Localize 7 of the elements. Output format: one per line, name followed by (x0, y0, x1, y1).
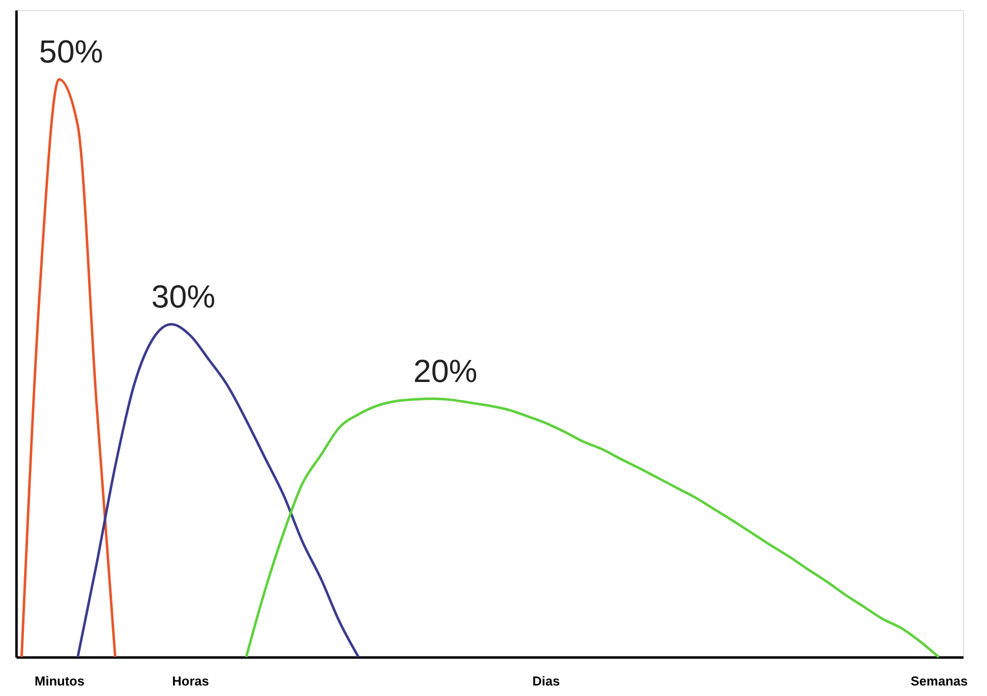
annotation: 20% (413, 352, 478, 389)
annotation: 30% (151, 278, 216, 314)
x-tick-label: Semanas (910, 674, 968, 688)
x-tick-label: Minutos (34, 674, 84, 688)
text: 50% (39, 33, 104, 70)
x-tick-label: Dias (532, 674, 560, 688)
x-tick-label: Horas (172, 674, 209, 688)
